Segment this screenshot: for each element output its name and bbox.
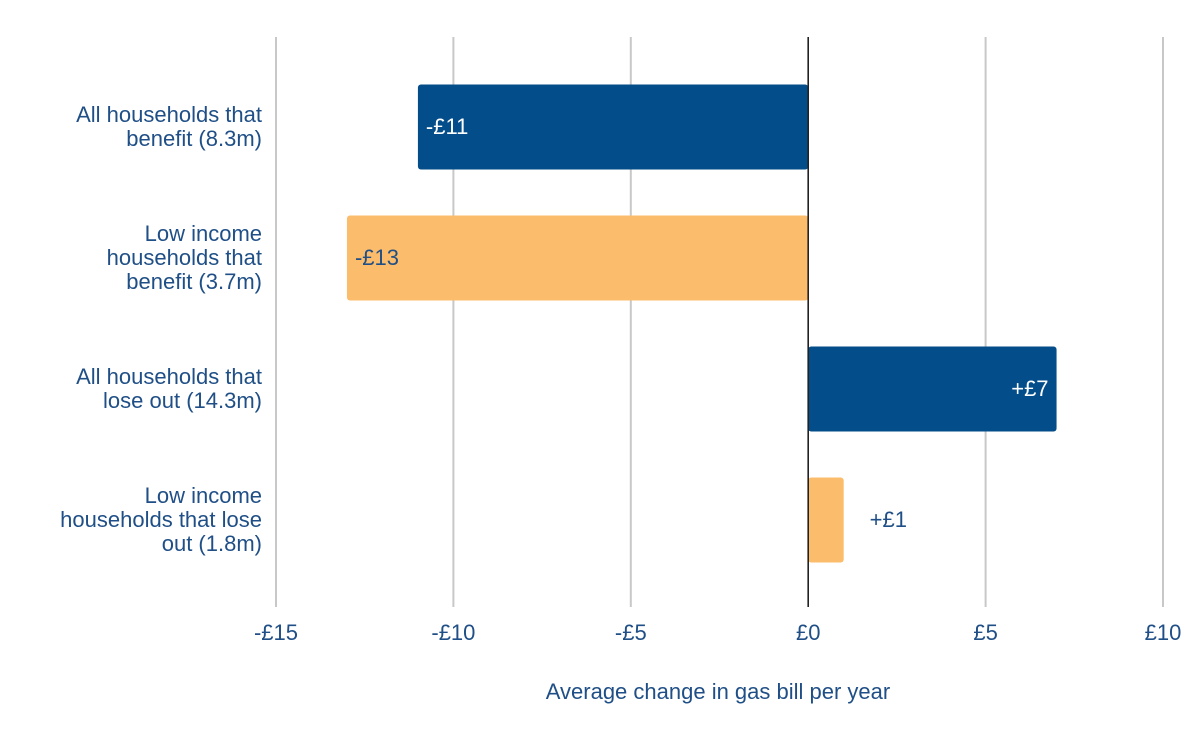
category-label: All households that benefit (8.3m): [76, 102, 262, 151]
bar-value-label: -£11: [426, 114, 468, 139]
category-label-line: households that: [107, 245, 262, 270]
category-label-line: households that lose: [60, 507, 262, 532]
category-label-line: Low income: [145, 483, 262, 508]
bar: [346, 215, 809, 301]
x-tick-label: £0: [796, 620, 820, 645]
x-axis-title: Average change in gas bill per year: [546, 679, 890, 704]
x-tick-label: £10: [1145, 620, 1182, 645]
bar-value-label: -£13: [355, 245, 399, 270]
x-tick-label: -£10: [431, 620, 475, 645]
category-label-line: All households that: [76, 102, 262, 127]
category-label: All households that lose out (14.3m): [76, 364, 262, 413]
x-tick-labels: -£15 -£10 -£5 £0 £5 £10: [254, 620, 1181, 645]
category-label-line: benefit (8.3m): [126, 126, 262, 151]
category-label-line: Low income: [145, 221, 262, 246]
category-label-line: All households that: [76, 364, 262, 389]
bar: [808, 346, 1057, 432]
bar-value-labels: -£11 -£13 +£7 +£1: [355, 114, 1049, 532]
bar: [808, 477, 844, 563]
category-label: Low income households that benefit (3.7m): [107, 221, 262, 294]
category-label: Low income households that lose out (1.8m): [60, 483, 262, 556]
category-label-line: benefit (3.7m): [126, 269, 262, 294]
bars: [346, 84, 1057, 563]
bar-value-label: +£7: [1011, 376, 1048, 401]
x-tick-label: -£5: [615, 620, 647, 645]
category-label-line: lose out (14.3m): [103, 388, 262, 413]
category-label-line: out (1.8m): [162, 531, 262, 556]
category-labels: All households that benefit (8.3m)Low inc…: [60, 102, 262, 556]
bar-value-label: +£1: [870, 507, 907, 532]
bar: [417, 84, 809, 170]
x-tick-label: £5: [973, 620, 997, 645]
x-tick-label: -£15: [254, 620, 298, 645]
